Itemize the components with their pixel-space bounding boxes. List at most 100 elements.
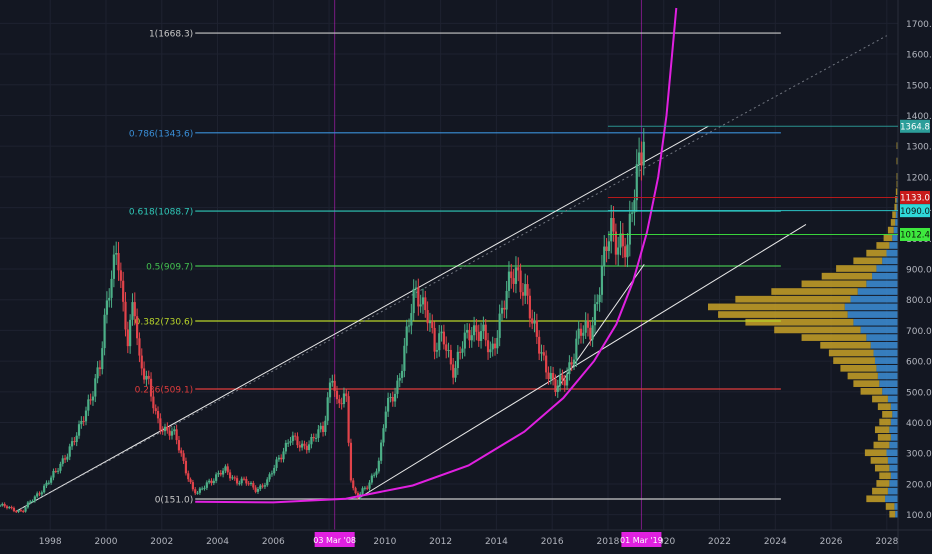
candle-body [305, 445, 308, 451]
candle-body [142, 368, 146, 380]
x-tick-label: 2012 [429, 537, 452, 547]
candle-body [73, 441, 76, 443]
candle-body [412, 288, 415, 314]
candle-body [496, 337, 499, 349]
candle-body [256, 489, 260, 492]
candle-body [570, 362, 573, 365]
candle-body [345, 393, 348, 397]
candle-body [596, 302, 599, 305]
candle-body [610, 217, 613, 242]
x-tick-label: 2026 [820, 537, 843, 547]
candle-body [426, 310, 429, 324]
candle-body [452, 364, 455, 378]
candle-body [268, 474, 271, 480]
volume-bar-down [877, 403, 891, 411]
volume-bar-up [870, 341, 898, 349]
candle-body [321, 425, 325, 432]
volume-bar-down [896, 142, 898, 150]
volume-bar-up [889, 242, 898, 249]
volume-bar-up [847, 311, 898, 318]
volume-bar-down [866, 249, 887, 257]
fib-level-label: 0.5(909.7) [146, 263, 193, 273]
candle-body [621, 233, 624, 247]
fib-level-label: 0.236(509.1) [135, 386, 194, 396]
candle-body [149, 378, 153, 397]
candle-body [384, 411, 387, 429]
candle-body [19, 510, 23, 512]
candle-body [194, 489, 197, 494]
volume-bar-down [876, 480, 890, 487]
candle-body [196, 492, 199, 494]
candle-body [5, 506, 9, 509]
candle-body [231, 477, 234, 479]
candle-body [50, 477, 53, 483]
candle-body [589, 327, 592, 340]
candle-body [63, 458, 67, 460]
candle-body [235, 478, 239, 484]
candle-body [307, 444, 311, 451]
candle-body [377, 460, 380, 472]
volume-bar-up [872, 272, 898, 280]
candle-body [398, 377, 401, 381]
candle-body [147, 375, 150, 379]
candle-body [454, 368, 457, 378]
candle-body [84, 410, 88, 422]
volume-bar-down [833, 357, 875, 364]
candle-body [161, 430, 164, 432]
volume-bar-down [828, 349, 874, 357]
volume-bar-down [718, 311, 848, 318]
candle-body [424, 297, 427, 311]
candle-body [108, 297, 111, 301]
candle-body [119, 270, 122, 281]
candle-body [333, 380, 336, 391]
candle-body [117, 253, 120, 271]
candle-body [233, 477, 236, 479]
candle-body [1, 503, 4, 506]
candle-body [347, 396, 350, 443]
volume-bar-down [864, 449, 887, 457]
candle-body [586, 321, 590, 328]
volume-bar-up [877, 372, 898, 380]
candle-body [526, 284, 529, 296]
candle-body [140, 355, 143, 369]
date-marker-badge [314, 532, 355, 547]
y-tick-label: 1200.0 [906, 173, 932, 183]
candle-body [614, 231, 617, 255]
candle-body [366, 487, 369, 489]
candle-body [591, 325, 594, 340]
candle-body [38, 493, 41, 495]
volume-bar-down [885, 503, 895, 510]
candle-body [338, 399, 341, 404]
volume-bar-up [887, 395, 898, 403]
candle-body [463, 332, 466, 349]
candle-body [542, 352, 545, 356]
candle-body [110, 278, 113, 298]
candle-body [514, 267, 518, 284]
candle-body [301, 443, 304, 448]
x-tick-label: 2020 [652, 537, 675, 547]
candle-body [638, 152, 641, 165]
candle-body [382, 428, 385, 443]
volume-bar-down [821, 272, 873, 280]
candle-body [159, 418, 162, 431]
y-tick-label: 700.0 [906, 327, 932, 337]
parabola-curve [195, 7, 678, 504]
candle-body [368, 482, 371, 489]
volume-bar-down [894, 203, 897, 211]
candle-body [247, 483, 250, 485]
candle-body [26, 502, 29, 508]
candle-body [103, 314, 106, 349]
candle-body [414, 287, 418, 289]
y-tick-label: 900.0 [906, 266, 932, 276]
candle-body [208, 480, 211, 483]
x-tick-label: 2002 [150, 537, 173, 547]
candle-body [189, 479, 192, 483]
volume-bar-down [896, 157, 898, 165]
candle-body [521, 292, 525, 296]
volume-bar-up [853, 318, 898, 326]
candle-body [572, 359, 576, 365]
candle-body [447, 349, 450, 351]
price-label-badge [900, 190, 930, 204]
